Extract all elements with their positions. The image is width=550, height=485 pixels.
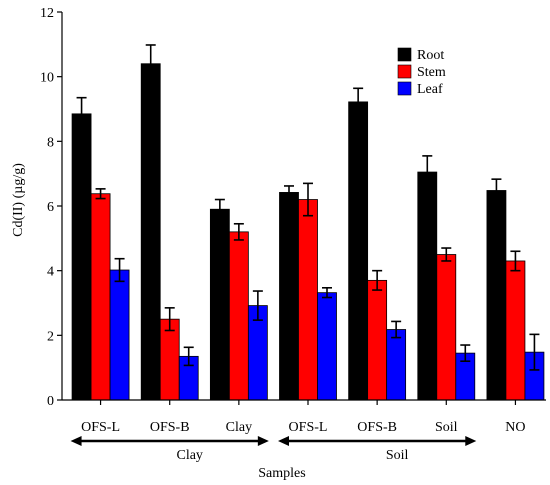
bar-root [279,192,299,401]
bar-stem [367,279,388,401]
bar-root [140,63,161,401]
legend-label-root: Root [417,48,444,63]
axes-layer [57,11,546,405]
bar-root [417,171,438,401]
y-tick-label: 6 [47,200,54,215]
bar-root [71,113,92,401]
labels-layer: 0 2 4 6 8 10 12 OFS-L OFS-B Clay OFS-L OFS-B Soil NO [40,6,526,435]
group-label: Clay [176,448,202,463]
x-tick-label: OFS-L [289,420,328,435]
bar-stem [159,318,180,401]
group-arrow-head-left [278,436,289,446]
x-tick-label: Soil [435,420,458,435]
bar-stem [436,254,457,401]
legend-label-leaf: Leaf [417,82,443,97]
bars-layer [71,44,545,401]
bar-root [486,190,507,401]
bar-stem [298,199,318,401]
x-tick-label: OFS-B [357,420,397,435]
legend-swatch-stem [397,64,412,79]
x-tick-label: OFS-L [81,420,120,435]
bar-stem [90,193,111,401]
y-tick-label: 10 [40,71,54,86]
legend-swatch-root [397,47,412,62]
bar-root [209,208,230,401]
y-tick-label: 4 [47,265,54,280]
x-tick-label: Clay [226,420,252,435]
x-tick-label: NO [505,420,525,435]
bar-leaf [317,292,337,401]
legend-swatch-leaf [397,81,412,96]
y-tick-label: 2 [47,329,54,344]
y-tick-label: 8 [47,135,54,150]
bar-leaf [109,269,130,401]
bar-root [348,101,369,401]
bar-stem [228,231,249,401]
y-axis-title: Cd(II) (µg/g) [11,163,26,237]
group-arrow-head-left [70,436,82,446]
y-tick-label: 12 [40,6,54,21]
x-axis-title: Samples [258,466,305,481]
group-arrow-head-right [465,436,477,446]
group-brackets: Clay Soil [70,436,477,463]
group-arrow-head-right [257,436,269,446]
legend-label-stem: Stem [417,65,446,80]
group-label: Soil [386,448,409,463]
x-tick-label: OFS-B [150,420,190,435]
bar-leaf [386,329,407,401]
y-tick-label: 0 [47,394,54,409]
bar-stem [505,260,526,401]
legend: Root Stem Leaf [397,47,446,97]
